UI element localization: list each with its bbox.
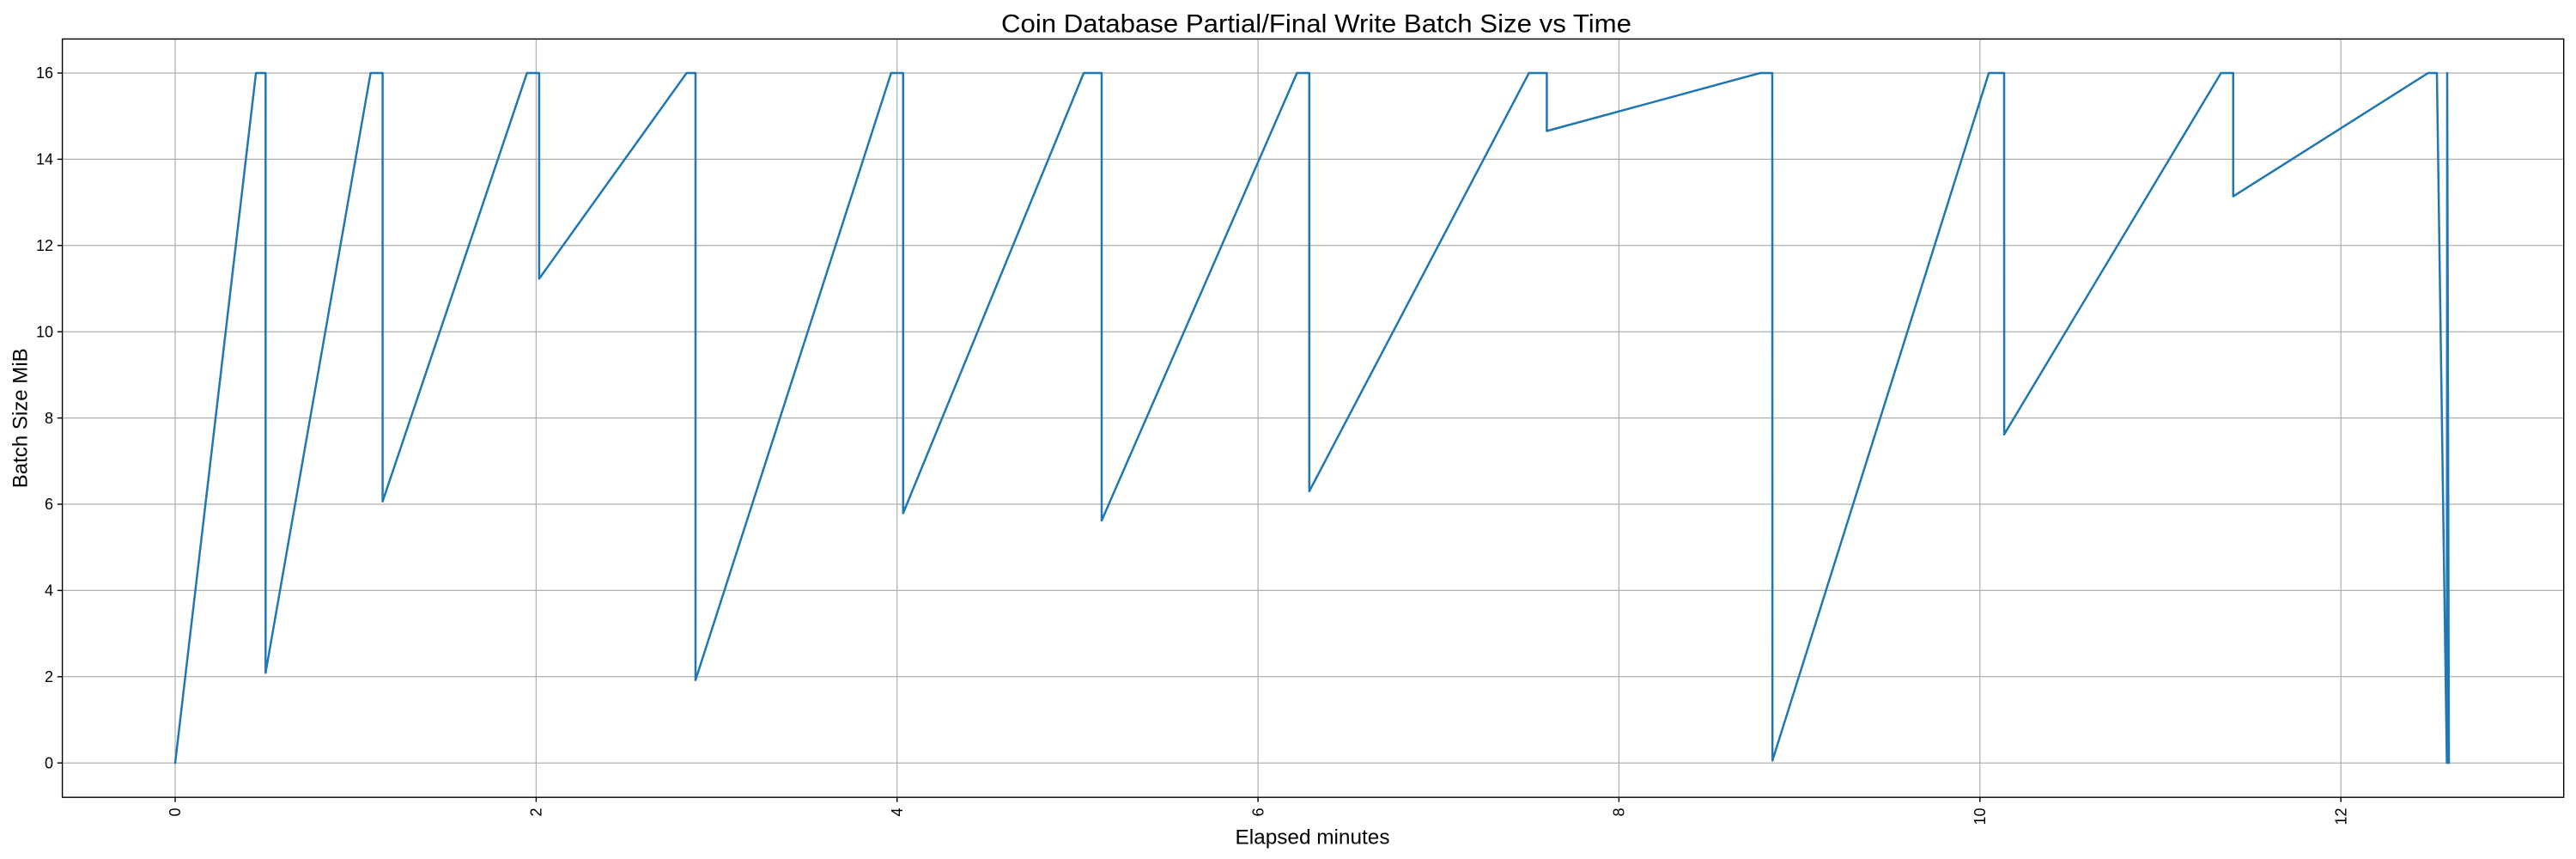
svg-text:4: 4	[889, 808, 906, 817]
svg-text:16: 16	[36, 64, 53, 82]
svg-text:2: 2	[528, 808, 545, 817]
svg-text:14: 14	[36, 151, 53, 168]
svg-text:12: 12	[2332, 808, 2349, 825]
svg-text:12: 12	[36, 237, 53, 254]
svg-text:Coin Database Partial/Final Wr: Coin Database Partial/Final Write Batch …	[1001, 10, 1631, 39]
svg-text:8: 8	[45, 410, 53, 427]
svg-text:6: 6	[1249, 808, 1267, 817]
svg-text:6: 6	[45, 496, 53, 513]
svg-text:0: 0	[167, 808, 184, 817]
svg-text:2: 2	[45, 668, 53, 685]
svg-text:4: 4	[45, 582, 53, 600]
svg-text:10: 10	[1971, 808, 1989, 825]
svg-text:Batch Size MiB: Batch Size MiB	[9, 348, 33, 488]
svg-text:8: 8	[1611, 808, 1628, 817]
svg-text:Elapsed minutes: Elapsed minutes	[1236, 826, 1390, 850]
svg-text:0: 0	[45, 754, 53, 771]
svg-text:10: 10	[36, 323, 53, 340]
